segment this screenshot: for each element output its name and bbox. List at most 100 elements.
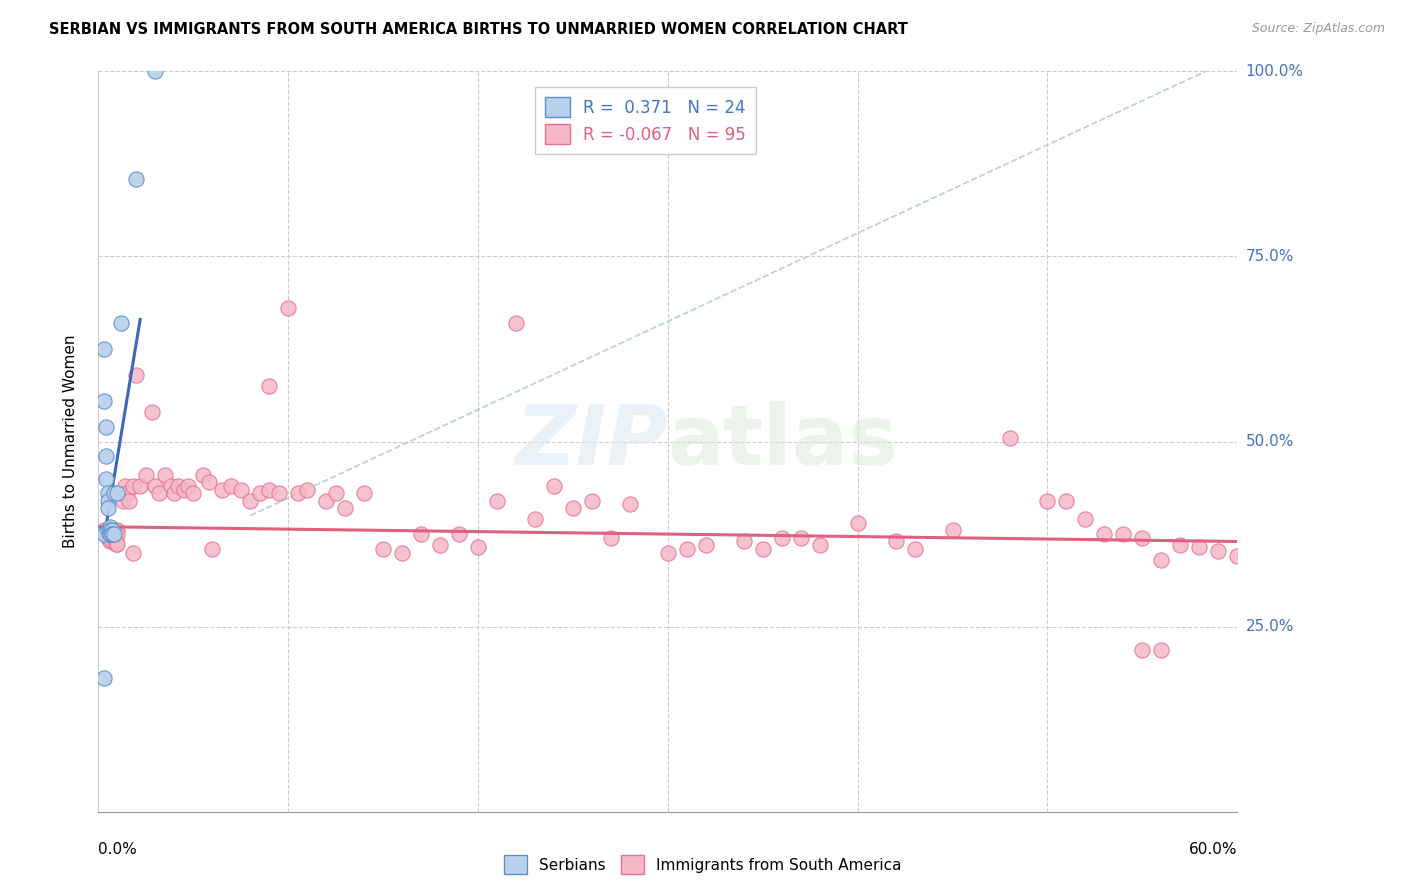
Point: [449, 527, 471, 541]
Point: [259, 379, 281, 393]
Point: [98, 534, 121, 549]
Point: [884, 534, 907, 549]
Point: [114, 479, 136, 493]
Point: [94, 450, 117, 464]
Point: [98, 524, 121, 538]
Point: [581, 493, 603, 508]
Legend: R =  0.371   N = 24, R = -0.067   N = 95: R = 0.371 N = 24, R = -0.067 N = 95: [534, 87, 755, 154]
Text: Source: ZipAtlas.com: Source: ZipAtlas.com: [1251, 22, 1385, 36]
Point: [239, 493, 262, 508]
Point: [229, 483, 252, 497]
Point: [998, 431, 1021, 445]
Point: [107, 537, 129, 551]
Text: 50.0%: 50.0%: [1246, 434, 1294, 449]
Point: [411, 527, 433, 541]
Point: [1112, 527, 1135, 541]
Text: 0.0%: 0.0%: [98, 842, 138, 857]
Point: [93, 393, 115, 408]
Point: [110, 486, 132, 500]
Point: [104, 534, 127, 549]
Point: [371, 541, 394, 556]
Point: [201, 541, 224, 556]
Point: [107, 524, 129, 538]
Point: [94, 471, 117, 485]
Point: [486, 493, 509, 508]
Point: [846, 516, 869, 530]
Point: [1132, 643, 1154, 657]
Point: [524, 512, 547, 526]
Point: [505, 316, 527, 330]
Point: [112, 493, 135, 508]
Point: [97, 493, 120, 508]
Legend: Serbians, Immigrants from South America: Serbians, Immigrants from South America: [498, 849, 908, 880]
Point: [277, 301, 299, 316]
Point: [100, 527, 122, 541]
Point: [695, 538, 717, 552]
Point: [904, 541, 927, 556]
Text: ZIP: ZIP: [515, 401, 668, 482]
Point: [100, 524, 122, 538]
Y-axis label: Births to Unmarried Women: Births to Unmarried Women: [63, 334, 77, 549]
Point: [100, 534, 122, 549]
Point: [103, 527, 125, 541]
Point: [97, 527, 120, 541]
Point: [600, 531, 623, 545]
Point: [1188, 540, 1211, 554]
Point: [191, 467, 214, 482]
Point: [103, 524, 125, 538]
Point: [107, 486, 129, 500]
Point: [353, 486, 375, 500]
Point: [733, 534, 755, 549]
Point: [657, 546, 679, 560]
Point: [1132, 531, 1154, 545]
Point: [93, 342, 115, 356]
Point: [129, 479, 152, 493]
Point: [1094, 527, 1116, 541]
Text: atlas: atlas: [668, 401, 898, 482]
Point: [103, 486, 125, 500]
Point: [259, 483, 281, 497]
Point: [1150, 553, 1173, 567]
Point: [163, 486, 186, 500]
Point: [97, 531, 120, 545]
Text: 25.0%: 25.0%: [1246, 619, 1294, 634]
Point: [942, 524, 965, 538]
Point: [135, 467, 157, 482]
Point: [391, 546, 413, 560]
Point: [1226, 549, 1249, 564]
Point: [167, 479, 190, 493]
Point: [249, 486, 271, 500]
Point: [325, 486, 347, 500]
Point: [752, 541, 775, 556]
Point: [94, 419, 117, 434]
Point: [125, 171, 148, 186]
Point: [153, 467, 176, 482]
Point: [770, 531, 793, 545]
Point: [145, 64, 167, 78]
Point: [100, 527, 122, 541]
Point: [110, 316, 132, 330]
Point: [562, 501, 585, 516]
Point: [107, 527, 129, 541]
Point: [98, 533, 121, 547]
Point: [115, 486, 138, 500]
Point: [121, 546, 143, 560]
Point: [183, 486, 205, 500]
Point: [125, 368, 148, 382]
Point: [211, 483, 233, 497]
Point: [808, 538, 831, 552]
Point: [98, 519, 121, 533]
Text: SERBIAN VS IMMIGRANTS FROM SOUTH AMERICA BIRTHS TO UNMARRIED WOMEN CORRELATION C: SERBIAN VS IMMIGRANTS FROM SOUTH AMERICA…: [49, 22, 908, 37]
Point: [98, 527, 121, 541]
Text: 100.0%: 100.0%: [1246, 64, 1303, 78]
Point: [97, 501, 120, 516]
Point: [1150, 643, 1173, 657]
Point: [429, 538, 451, 552]
Point: [93, 672, 115, 686]
Point: [287, 486, 309, 500]
Point: [1170, 538, 1192, 552]
Point: [467, 540, 489, 554]
Point: [221, 479, 243, 493]
Point: [98, 529, 121, 543]
Text: 75.0%: 75.0%: [1246, 249, 1294, 264]
